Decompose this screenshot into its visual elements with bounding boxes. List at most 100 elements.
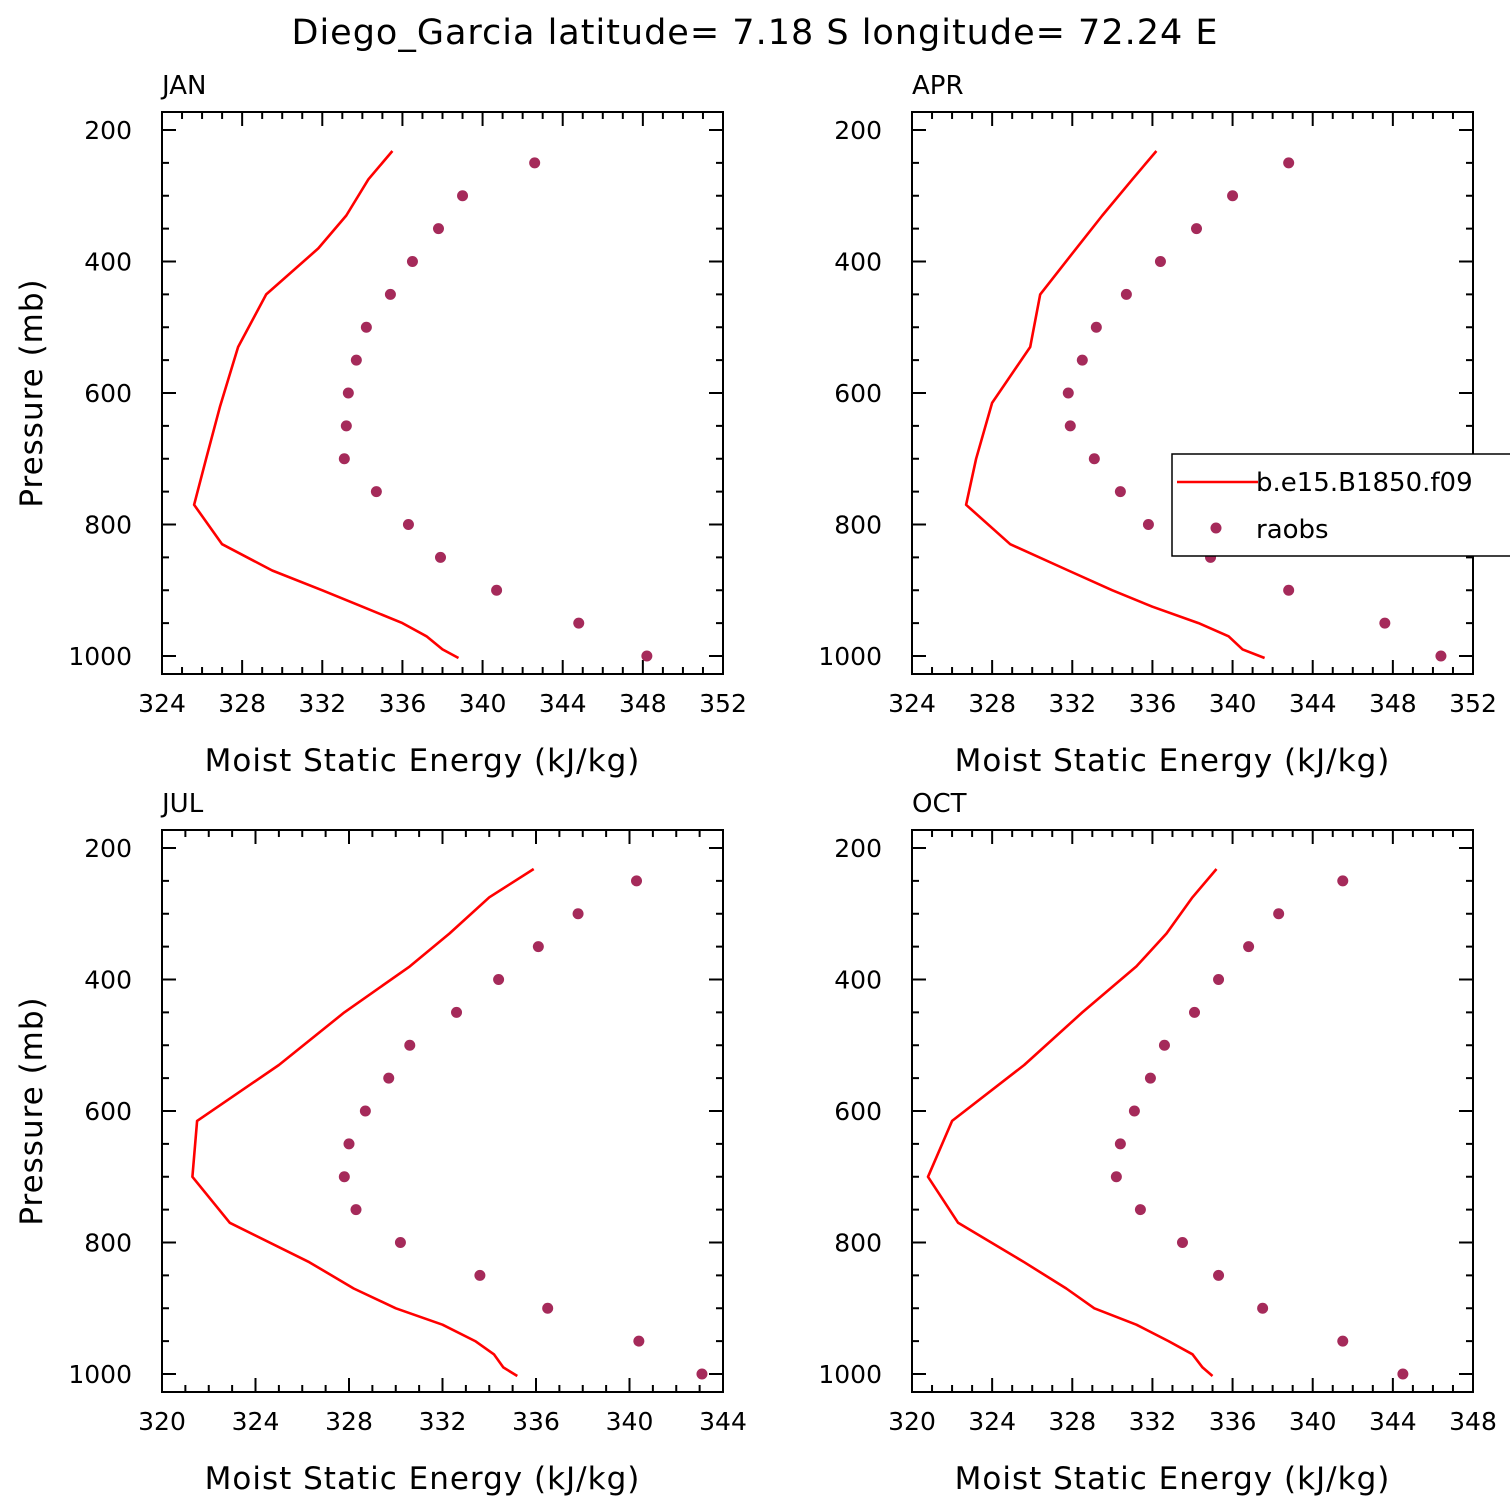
x-tick-label-oct: 340 xyxy=(1289,1407,1337,1436)
plot-frame-jul xyxy=(161,829,724,1393)
y-tick-label-jul: 800 xyxy=(84,1229,132,1258)
obs-point xyxy=(359,1105,371,1117)
obs-point xyxy=(350,354,362,366)
panel-oct: 320 324 328 332 336 340 344 348 200 400 600 800 1000… xyxy=(818,789,1496,1497)
y-tick-label-apr: 200 xyxy=(834,116,882,145)
x-tick-label-oct: 336 xyxy=(1209,1407,1257,1436)
x-tick-label-jan: 324 xyxy=(138,689,186,718)
y-tick-label-apr: 600 xyxy=(834,379,882,408)
y-tick-label-jan: 800 xyxy=(84,511,132,540)
obs-point xyxy=(1128,1105,1140,1117)
x-tick-label-apr: 348 xyxy=(1369,689,1417,718)
ticks-jan xyxy=(161,112,724,674)
model-line-oct xyxy=(926,868,1218,1377)
obs-point xyxy=(384,288,396,300)
obs-point xyxy=(1088,453,1100,465)
obs-point xyxy=(1191,223,1203,235)
x-tick-label-jul: 344 xyxy=(699,1407,747,1436)
obs-point xyxy=(696,1368,708,1380)
x-tick-label-jul: 340 xyxy=(606,1407,654,1436)
x-tick-label-apr: 340 xyxy=(1209,689,1257,718)
panel-title-apr: APR xyxy=(912,71,964,101)
y-tick-label-apr: 400 xyxy=(834,248,882,277)
x-tick-label-jul: 324 xyxy=(232,1407,280,1436)
legend-model-label: b.e15.B1850.f09 xyxy=(1256,468,1473,498)
y-tick-label-jul: 400 xyxy=(84,966,132,995)
obs-point xyxy=(1062,387,1074,399)
obs-point xyxy=(1154,256,1166,267)
x-tick-label-oct: 320 xyxy=(888,1407,936,1436)
y-tick-label-oct: 400 xyxy=(834,966,882,995)
y-tick-label-jul: 600 xyxy=(84,1097,132,1126)
obs-point xyxy=(338,1171,350,1183)
model-line-jan xyxy=(192,150,460,660)
panel-jan: 324 328 332 336 340 344 348 352 200 400 600 800 1000… xyxy=(14,71,747,779)
y-tick-label-oct: 1000 xyxy=(818,1360,882,1389)
obs-point xyxy=(641,650,653,662)
obs-point xyxy=(573,617,585,629)
obs-point xyxy=(1227,190,1239,202)
x-tick-label-jan: 348 xyxy=(619,689,667,718)
x-axis-label-jul: Moist Static Energy (kJ/kg) xyxy=(205,1461,641,1497)
panel-apr: 324 328 332 336 340 344 348 352 200 400 600 800 1000… xyxy=(818,71,1496,779)
y-tick-label-jan: 1000 xyxy=(68,642,132,671)
x-tick-label-apr: 336 xyxy=(1129,689,1177,718)
y-tick-label-jan: 200 xyxy=(84,116,132,145)
x-tick-label-jan: 336 xyxy=(379,689,427,718)
y-axis-label-jan: Pressure (mb) xyxy=(14,278,50,507)
y-tick-label-apr: 800 xyxy=(834,511,882,540)
obs-point xyxy=(529,157,541,169)
obs-point xyxy=(1076,354,1088,366)
obs-point xyxy=(1176,1237,1188,1248)
y-tick-label-jan: 400 xyxy=(84,248,132,277)
x-axis-label-oct: Moist Static Energy (kJ/kg) xyxy=(955,1461,1391,1497)
y-tick-label-apr: 1000 xyxy=(818,642,882,671)
obs-point xyxy=(1337,875,1349,887)
obs-point xyxy=(342,387,354,399)
obs-point xyxy=(338,453,350,465)
obs-point xyxy=(1213,974,1225,985)
obs-point xyxy=(1158,1039,1170,1051)
obs-point xyxy=(406,256,418,267)
obs-point xyxy=(1213,1269,1225,1281)
obs-markers-jul xyxy=(338,875,708,1380)
obs-point xyxy=(474,1269,486,1281)
x-tick-label-jan: 344 xyxy=(539,689,587,718)
y-tick-label-oct: 200 xyxy=(834,834,882,863)
legend-obs-label: raobs xyxy=(1256,515,1329,545)
y-tick-label-jan: 600 xyxy=(84,379,132,408)
model-line-apr xyxy=(964,150,1266,660)
obs-point xyxy=(383,1072,395,1084)
y-tick-label-jul: 1000 xyxy=(68,1360,132,1389)
obs-point xyxy=(350,1204,362,1216)
panel-jul: 320 324 328 332 336 340 344 200 400 600 800 1000 JUL… xyxy=(14,789,747,1497)
obs-point xyxy=(1257,1302,1269,1314)
obs-point xyxy=(1337,1335,1349,1347)
x-tick-label-jan: 352 xyxy=(699,689,747,718)
obs-point xyxy=(1142,519,1154,530)
model-line-jul xyxy=(191,867,535,1378)
x-tick-label-apr: 324 xyxy=(888,689,936,718)
ticks-oct xyxy=(911,830,1474,1392)
legend-obs-swatch xyxy=(1210,522,1222,534)
obs-point xyxy=(1273,908,1285,920)
obs-markers-apr xyxy=(1062,157,1447,662)
obs-point xyxy=(532,941,544,953)
obs-point xyxy=(394,1237,406,1248)
obs-point xyxy=(1397,1368,1409,1380)
obs-point xyxy=(1144,1072,1156,1084)
plot-frame-oct xyxy=(911,829,1474,1393)
x-tick-label-jul: 328 xyxy=(325,1407,373,1436)
plot-frame-jan xyxy=(161,111,724,675)
obs-point xyxy=(1243,941,1255,953)
x-tick-label-apr: 352 xyxy=(1449,689,1497,718)
obs-markers-oct xyxy=(1110,875,1409,1380)
obs-point xyxy=(432,223,444,235)
obs-point xyxy=(542,1302,554,1314)
obs-point xyxy=(1114,1138,1126,1150)
x-tick-label-oct: 328 xyxy=(1048,1407,1096,1436)
y-tick-label-jul: 200 xyxy=(84,834,132,863)
x-tick-label-apr: 344 xyxy=(1289,689,1337,718)
x-axis-label-apr: Moist Static Energy (kJ/kg) xyxy=(955,743,1391,779)
